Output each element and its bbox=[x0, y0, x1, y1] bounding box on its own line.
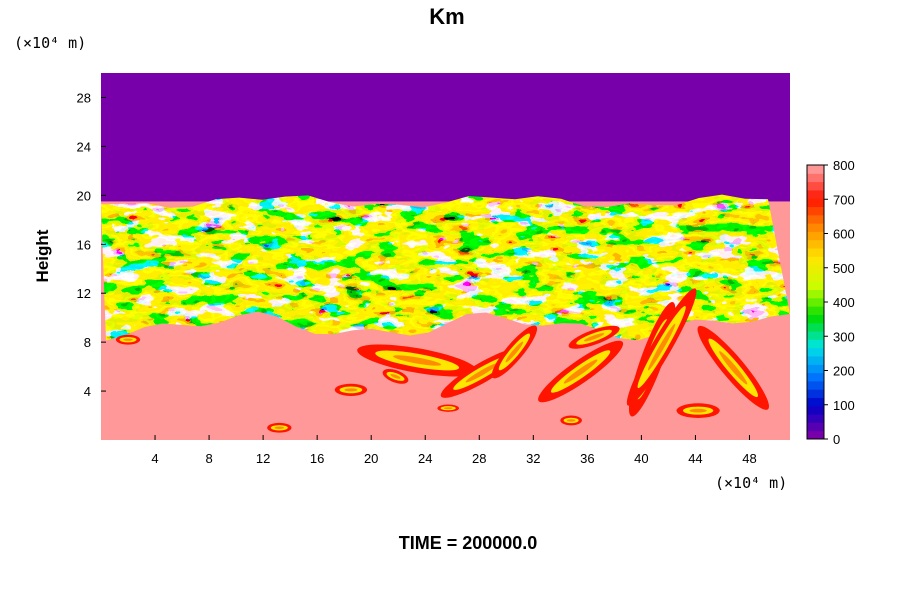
colorbar-level bbox=[807, 355, 824, 365]
x-tick-label: 48 bbox=[742, 451, 756, 466]
colorbar-level bbox=[807, 430, 824, 440]
colorbar-level bbox=[807, 231, 824, 241]
colorbar-tick-label: 100 bbox=[833, 398, 855, 413]
colorbar-tick-label: 300 bbox=[833, 329, 855, 344]
x-tick-label: 28 bbox=[472, 451, 486, 466]
colorbar-tick-label: 500 bbox=[833, 261, 855, 276]
colorbar-level bbox=[807, 248, 824, 257]
colorbar-level bbox=[807, 380, 824, 390]
x-tick-label: 24 bbox=[418, 451, 432, 466]
colorbar-level bbox=[807, 339, 824, 349]
colorbar-tick-label: 600 bbox=[833, 227, 855, 242]
colorbar-tick-label: 700 bbox=[833, 192, 855, 207]
colorbar-level bbox=[807, 181, 824, 191]
colorbar-level bbox=[807, 281, 824, 291]
colorbar: 0 100 200 300 400 500 600 700 800 bbox=[806, 158, 855, 447]
y-axis: 4 8 12 16 20 24 28 bbox=[77, 90, 106, 399]
heatmap-field bbox=[101, 73, 790, 440]
colorbar-level bbox=[807, 239, 824, 249]
colorbar-level bbox=[807, 331, 824, 340]
x-tick-label: 12 bbox=[256, 451, 270, 466]
colorbar-level bbox=[807, 272, 824, 282]
colorbar-level bbox=[807, 214, 824, 224]
colorbar-level bbox=[807, 189, 824, 199]
colorbar-level bbox=[807, 206, 824, 216]
x-tick-label: 44 bbox=[688, 451, 702, 466]
y-tick-label: 16 bbox=[77, 237, 91, 252]
chart-title: Km bbox=[429, 4, 464, 29]
streak bbox=[491, 325, 538, 379]
colorbar-level bbox=[807, 289, 824, 299]
colorbar-level bbox=[807, 414, 824, 423]
colorbar-tick-label: 200 bbox=[833, 364, 855, 379]
x-tick-label: 20 bbox=[364, 451, 378, 466]
streak bbox=[115, 334, 141, 345]
colorbar-tick-label: 400 bbox=[833, 295, 855, 310]
x-tick-label: 16 bbox=[310, 451, 324, 466]
streak bbox=[538, 340, 624, 403]
y-tick-label: 8 bbox=[84, 335, 91, 350]
y-tick-label: 28 bbox=[77, 90, 91, 105]
x-axis: 4 8 12 16 20 24 28 32 36 40 44 48 bbox=[151, 435, 757, 466]
streak bbox=[437, 404, 460, 412]
y-tick-label: 4 bbox=[84, 384, 91, 399]
colorbar-level bbox=[807, 364, 824, 374]
colorbar-level bbox=[807, 405, 824, 415]
colorbar-level bbox=[807, 264, 824, 274]
y-tick-label: 24 bbox=[77, 139, 91, 154]
lower-streaks bbox=[115, 288, 770, 433]
y-tick-label: 12 bbox=[77, 286, 91, 301]
streak bbox=[334, 383, 368, 396]
colorbar-level bbox=[807, 165, 824, 174]
colorbar-level bbox=[807, 306, 824, 315]
time-label: TIME = 200000.0 bbox=[399, 533, 538, 553]
x-tick-label: 4 bbox=[151, 451, 158, 466]
colorbar-level bbox=[807, 397, 824, 407]
colorbar-level bbox=[807, 389, 824, 398]
colorbar-level bbox=[807, 372, 824, 382]
turbulent-band bbox=[101, 194, 790, 341]
streak bbox=[568, 325, 620, 349]
colorbar-tick-label: 0 bbox=[833, 432, 840, 447]
y-axis-label: Height bbox=[33, 229, 52, 282]
y-axis-unit: (×10⁴ m) bbox=[14, 34, 86, 52]
x-axis-unit: (×10⁴ m) bbox=[715, 474, 787, 492]
x-tick-label: 36 bbox=[580, 451, 594, 466]
colorbar-level bbox=[807, 173, 824, 183]
colorbar-level bbox=[807, 297, 824, 307]
x-tick-label: 32 bbox=[526, 451, 540, 466]
streak bbox=[626, 288, 697, 406]
colorbar-level bbox=[807, 314, 824, 324]
colorbar-level bbox=[807, 322, 824, 332]
streak bbox=[382, 369, 409, 384]
colorbar-level bbox=[807, 347, 824, 357]
streak bbox=[676, 403, 720, 418]
turbulent-band-field bbox=[101, 194, 790, 341]
streak bbox=[697, 325, 770, 410]
colorbar-level bbox=[807, 422, 824, 432]
upper-uniform-region bbox=[101, 73, 790, 202]
colorbar-level bbox=[807, 198, 824, 208]
colorbar-level bbox=[807, 256, 824, 266]
streak bbox=[560, 415, 582, 426]
y-tick-label: 20 bbox=[77, 188, 91, 203]
streak bbox=[267, 422, 292, 433]
streak bbox=[357, 344, 478, 377]
x-tick-label: 8 bbox=[205, 451, 212, 466]
colorbar-tick-label: 800 bbox=[833, 158, 855, 173]
x-tick-label: 40 bbox=[634, 451, 648, 466]
colorbar-level bbox=[807, 223, 824, 232]
